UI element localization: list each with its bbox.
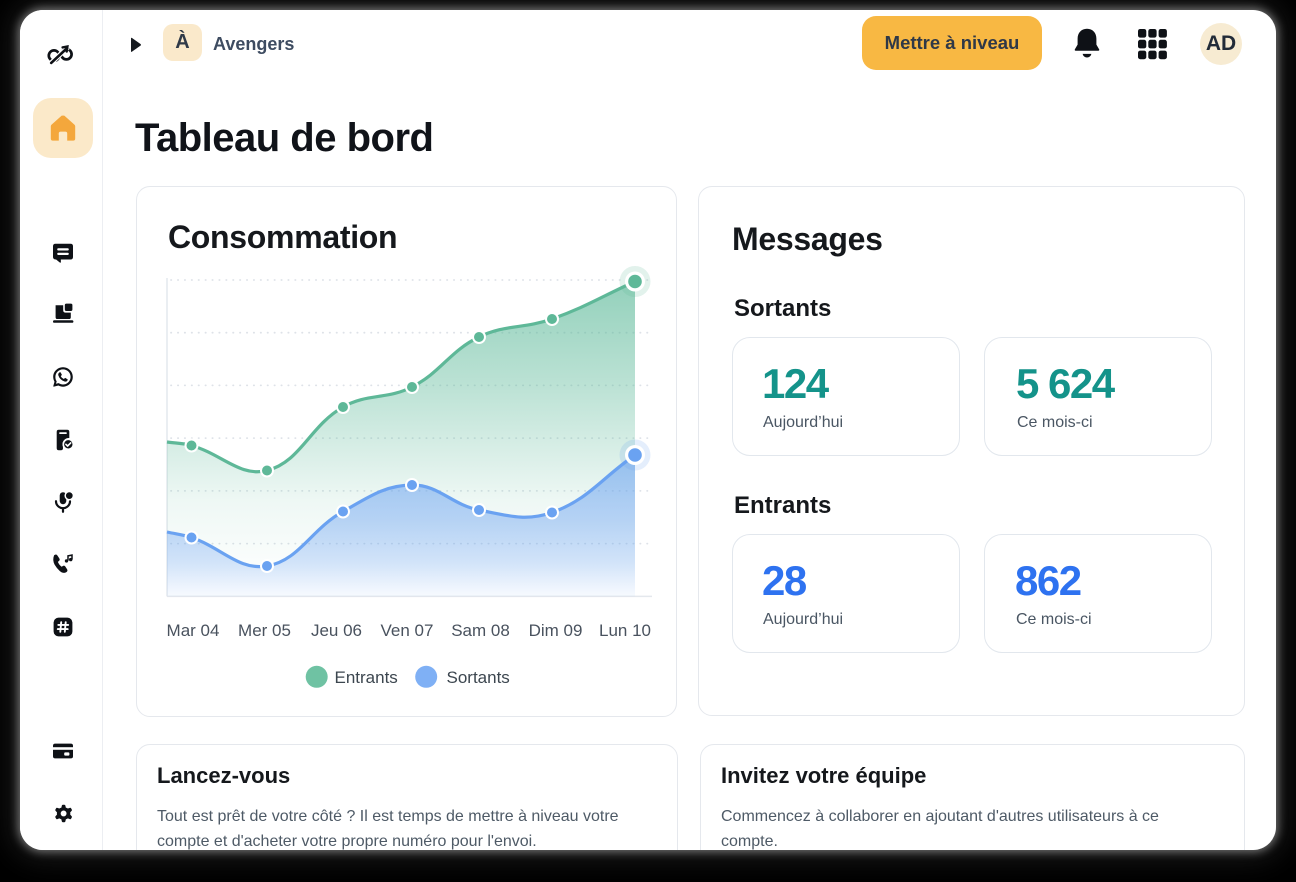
svg-text:Mar 04: Mar 04 [167,621,220,640]
svg-text:Entrants: Entrants [335,668,398,687]
svg-text:Ven 07: Ven 07 [381,621,434,640]
svg-text:Mer 05: Mer 05 [238,621,291,640]
svg-text:Dim 09: Dim 09 [529,621,583,640]
svg-text:Jeu 06: Jeu 06 [311,621,362,640]
svg-text:Sam 08: Sam 08 [451,621,510,640]
svg-text:Lun 10: Lun 10 [599,621,651,640]
svg-text:Sortants: Sortants [447,668,510,687]
